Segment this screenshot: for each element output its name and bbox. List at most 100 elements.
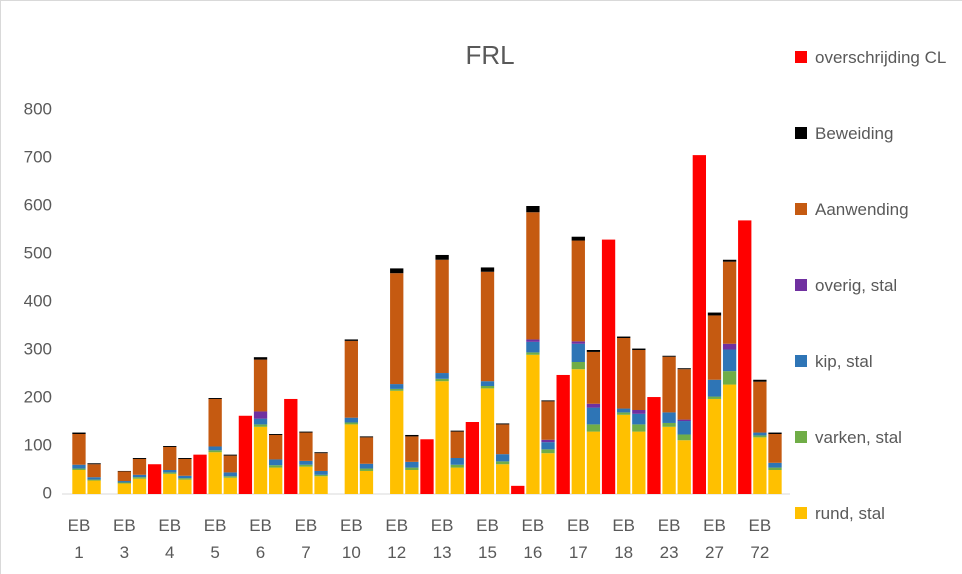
bar-segment — [480, 388, 495, 494]
bar-segment — [632, 413, 646, 425]
bar-segment — [435, 378, 449, 382]
bar-segment — [571, 362, 585, 370]
bar-segment — [586, 351, 601, 404]
y-tick-label: 400 — [24, 291, 52, 310]
bar-segment — [344, 424, 358, 494]
bar-segment — [87, 464, 101, 478]
bar-segment — [450, 458, 464, 465]
bar-segment — [208, 398, 222, 447]
bar-segment — [314, 476, 328, 494]
x-tick-label: EB 27 — [703, 516, 726, 562]
bar-segment — [677, 368, 691, 370]
y-tick-label: 800 — [24, 99, 52, 118]
bar-segment — [677, 440, 691, 494]
bar-segment — [435, 373, 449, 379]
bar-segment — [208, 446, 222, 451]
bar-segment — [405, 461, 419, 468]
bar-segment — [163, 473, 177, 494]
legend-label: varken, stal — [815, 428, 902, 447]
bar-segment — [390, 388, 404, 391]
bar-segment — [253, 426, 268, 494]
legend-label: kip, stal — [815, 352, 873, 371]
bar-segment — [223, 477, 237, 494]
bar-segment — [586, 431, 601, 494]
bar-segment — [223, 472, 237, 477]
bar-segment — [617, 338, 631, 409]
bar-segment — [450, 431, 464, 458]
bar-segment — [390, 273, 404, 385]
bar-segment — [707, 396, 722, 399]
bar-segment — [465, 422, 480, 494]
bar-segment — [269, 459, 283, 466]
bar-segment — [132, 458, 147, 459]
bar-segment — [495, 423, 510, 425]
legend-item: overig, stal — [795, 272, 955, 326]
bar-segment — [571, 343, 585, 362]
legend-swatch — [795, 431, 807, 443]
legend-label: Aanwending — [815, 200, 909, 219]
bar-segment — [541, 401, 555, 440]
bar-segment — [753, 381, 767, 433]
bar-segment — [662, 355, 676, 357]
bar-segment — [738, 220, 752, 494]
bar-segment — [586, 424, 601, 432]
bar-segment — [223, 476, 237, 478]
x-tick-label: EB 13 — [430, 516, 454, 562]
bar-segment — [359, 470, 374, 494]
y-tick-label: 0 — [43, 483, 52, 502]
bar-segment — [359, 463, 374, 469]
bar-segment — [511, 485, 525, 494]
bar-segment — [314, 453, 328, 471]
bar-segment — [632, 424, 646, 432]
bar-segment — [253, 359, 268, 412]
bar-segment — [632, 350, 646, 410]
bar-segment — [117, 482, 132, 484]
bar-segment — [753, 435, 767, 438]
y-tick-label: 300 — [24, 339, 52, 358]
bar-segment — [87, 463, 101, 465]
bar-segment — [314, 452, 328, 454]
bar-segment — [299, 464, 313, 467]
bar-segment — [117, 481, 132, 483]
bar-segment — [405, 434, 419, 437]
bar-segment — [768, 462, 782, 468]
bar-segment — [284, 398, 298, 494]
bar-segment — [526, 206, 540, 213]
bar-segment — [495, 464, 510, 494]
bar-segment — [420, 439, 434, 494]
bar-segment — [495, 424, 510, 455]
bar-segment — [707, 315, 722, 380]
y-tick-label: 700 — [24, 147, 52, 166]
bar-segment — [753, 437, 767, 494]
bar-segment — [450, 464, 464, 468]
bar-segment — [208, 398, 222, 399]
bar-segment — [344, 340, 358, 418]
x-tick-label: EB 17 — [566, 516, 590, 562]
bar-segment — [299, 432, 313, 461]
bar-segment — [768, 470, 782, 494]
legend-label: overig, stal — [815, 276, 898, 295]
bar-segment — [193, 454, 207, 494]
legend-item: Beweiding — [795, 120, 955, 174]
bar-segment — [677, 369, 691, 420]
legend-swatch — [795, 507, 807, 519]
x-tick-label: EB 16 — [521, 516, 545, 562]
bar-segment — [344, 339, 358, 341]
bar-segment — [208, 450, 222, 453]
bar-segment — [541, 453, 555, 494]
bar-segment — [72, 468, 86, 470]
bar-segment — [72, 464, 86, 469]
bar-segment — [571, 240, 585, 342]
bar-segment — [87, 480, 101, 494]
bar-segment — [299, 431, 313, 433]
bar-segment — [178, 479, 192, 494]
bar-segment — [405, 470, 419, 494]
bar-segment — [768, 432, 782, 434]
bar-segment — [662, 426, 676, 494]
bar-segment — [223, 455, 237, 473]
legend-swatch — [795, 51, 807, 63]
bar-segment — [253, 411, 268, 419]
bar-segment — [450, 467, 464, 494]
bar-segment — [132, 474, 147, 478]
bar-segment — [586, 403, 601, 408]
